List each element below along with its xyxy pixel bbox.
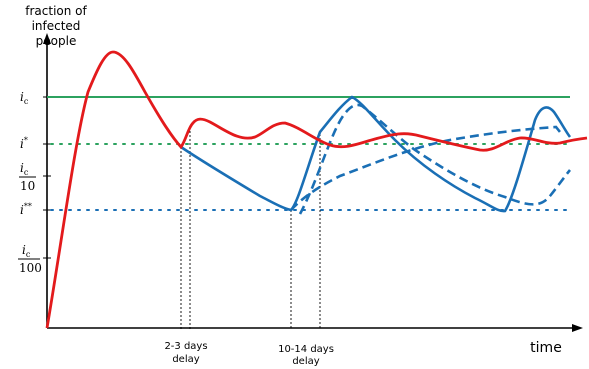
label-ic10-den: 10	[20, 179, 35, 193]
delay-2-line-2: delay	[292, 356, 319, 367]
label-istar2: i**	[20, 202, 32, 217]
y-axis-title-line-2: infected	[32, 19, 81, 33]
label-istar: i*	[20, 136, 28, 151]
label-ic100-den: 100	[19, 261, 42, 275]
label-ic100-num: ic	[22, 243, 31, 259]
delay-1-line-2: delay	[172, 354, 199, 365]
label-ic: ic	[20, 90, 29, 106]
tested-curve-dashed	[290, 103, 571, 215]
x-axis-title: time	[530, 340, 562, 356]
y-axis-arrow	[43, 33, 51, 44]
delay-1-line-1: 2-3 days	[164, 341, 207, 352]
infected-curve	[45, 50, 588, 329]
delay-2-line-1: 10-14 days	[278, 344, 334, 355]
tested-curve-solid	[180, 95, 572, 213]
label-ic10-num: ic	[20, 161, 29, 177]
y-axis-title-line-3: people	[36, 34, 77, 48]
y-axis-title-line-1: fraction of	[25, 4, 87, 18]
x-axis-arrow	[572, 324, 583, 332]
